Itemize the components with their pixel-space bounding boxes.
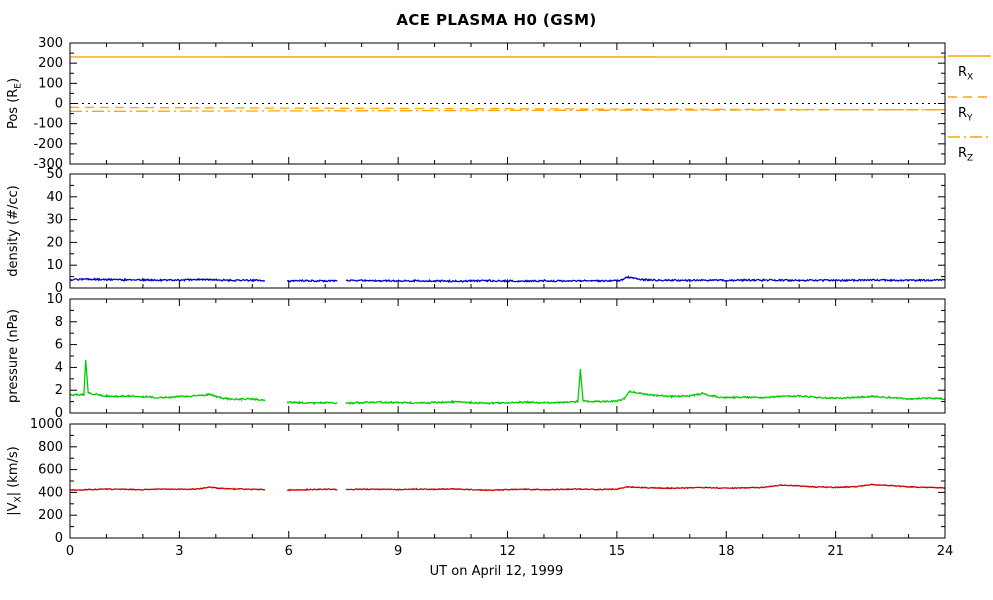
- y-tick-label: 0: [55, 406, 63, 421]
- panel-speed: 0 3 6 9 12 15 18 21 24 0 200 400 600 800 1000 |VX| (km/…: [6, 417, 953, 559]
- y-tick-label: 0: [55, 531, 63, 546]
- y-tick-label: 10: [46, 292, 63, 307]
- y-tick-label: 200: [38, 508, 63, 523]
- legend-label: RX: [958, 65, 973, 83]
- series-density: [70, 275, 945, 284]
- y-tick-label: 100: [38, 76, 63, 91]
- panel-frame: [69, 173, 946, 289]
- y-tick-label: 0: [55, 281, 63, 296]
- panel-frame: [69, 42, 946, 165]
- y-axis-label-speed: |VX| (km/s): [6, 446, 24, 515]
- panel-frame: [69, 423, 946, 539]
- y-tick-label: 300: [38, 36, 63, 51]
- y-tick-label: -300: [33, 157, 63, 172]
- legend-label: RY: [958, 106, 973, 124]
- legend: RX RY RZ: [948, 55, 991, 164]
- y-tick-label: 1000: [30, 417, 63, 432]
- x-tick-label: 9: [394, 544, 402, 559]
- y-tick-label: 4: [55, 360, 63, 375]
- y-tick-label: 600: [38, 463, 63, 478]
- y-tick-label: 40: [46, 190, 63, 205]
- y-tick-label: 6: [55, 338, 63, 353]
- chart-title: ACE PLASMA H0 (GSM): [396, 11, 597, 29]
- x-tick-label: 18: [718, 544, 735, 559]
- y-tick-label: 200: [38, 56, 63, 71]
- series-R_Y: [70, 106, 945, 111]
- x-tick-label: 0: [66, 544, 74, 559]
- series-pressure: [70, 359, 945, 406]
- y-axis-label-pressure: pressure (nPa): [6, 309, 21, 403]
- x-tick-label: 21: [827, 544, 844, 559]
- legend-label: RZ: [958, 146, 973, 164]
- y-tick-label: -200: [33, 137, 63, 152]
- y-tick-label: -100: [33, 117, 63, 132]
- y-tick-label: 800: [38, 440, 63, 455]
- y-axis-label-position: Pos (RE): [6, 78, 24, 129]
- panel-density: 0 10 20 30 40 50 density (#/cc): [6, 167, 946, 296]
- series-R_Z: [70, 109, 945, 113]
- x-axis-label: UT on April 12, 1999: [429, 564, 564, 579]
- series-Vx: [70, 483, 945, 492]
- y-tick-label: 400: [38, 485, 63, 500]
- y-tick-label: 8: [55, 315, 63, 330]
- y-tick-label: 50: [46, 167, 63, 182]
- panel-position: -300 -200 -100 0 100 200 300 Pos (RE): [6, 36, 946, 172]
- y-tick-label: 0: [55, 97, 63, 112]
- x-tick-label: 6: [285, 544, 293, 559]
- x-tick-label: 24: [937, 544, 954, 559]
- y-tick-label: 20: [46, 235, 63, 250]
- x-tick-label: 12: [499, 544, 516, 559]
- panel-pressure: 0 2 4 6 8 10 pressure (nPa): [6, 292, 946, 421]
- y-axis-label-density: density (#/cc): [6, 185, 21, 277]
- x-tick-label: 15: [609, 544, 626, 559]
- y-tick-label: 30: [46, 213, 63, 228]
- y-tick-label: 10: [46, 258, 63, 273]
- x-tick-label: 3: [175, 544, 183, 559]
- y-tick-label: 2: [55, 383, 63, 398]
